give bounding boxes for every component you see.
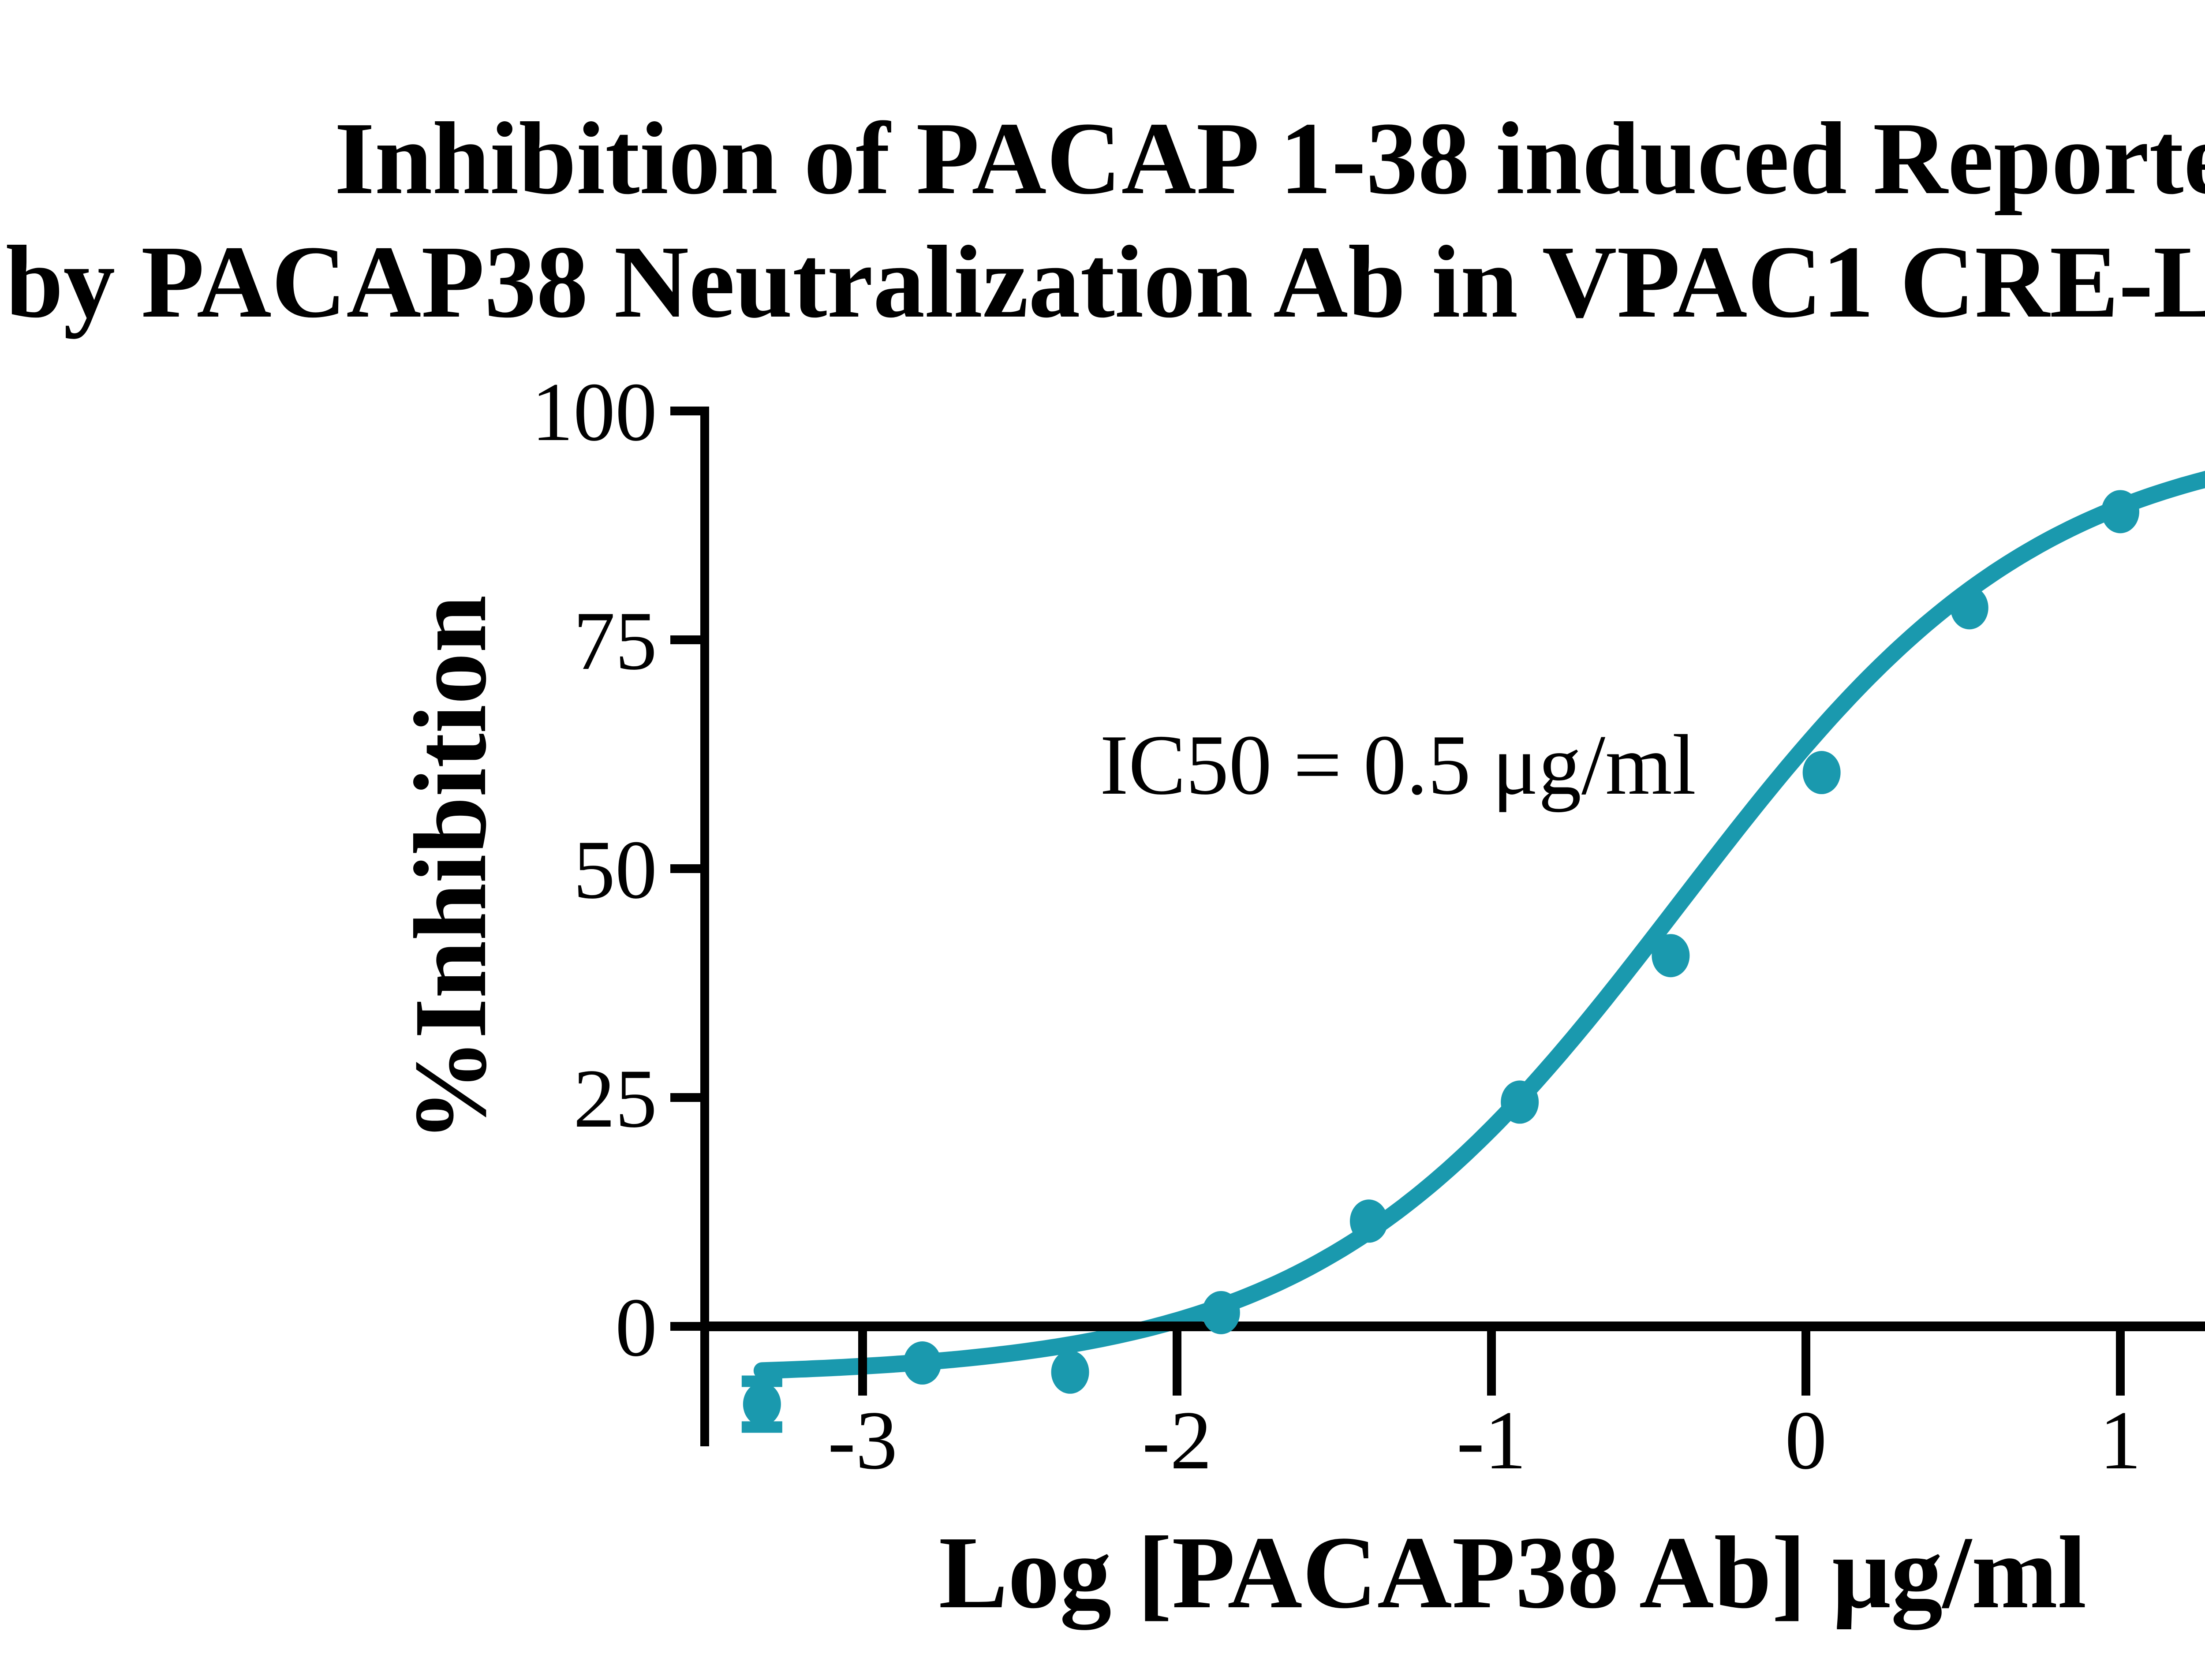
chart-title-line-1: Inhibition of PACAP 1-38 induced Reporte… (334, 101, 2205, 216)
x-tick-label: -2 (1142, 1394, 1212, 1487)
data-point-marker (1349, 1199, 1388, 1243)
y-tick-label: 25 (573, 1053, 657, 1145)
y-tick-label: 50 (573, 824, 657, 916)
ic50-annotation: IC50 = 0.5 μg/ml (1100, 717, 1696, 813)
axes-layer: 0 25 50 75 100 -3 -2 -1 0 1 (531, 366, 2205, 1487)
fit-curve (753, 470, 2205, 1379)
x-tick-label: -3 (828, 1394, 897, 1487)
x-axis-title: Log [PACAP38 Ab] μg/ml (939, 1515, 2087, 1630)
data-point-marker (1652, 934, 1690, 978)
y-tick-label: 75 (573, 595, 657, 687)
x-tick-label: 0 (1785, 1394, 1827, 1487)
x-tick-label: 1 (2100, 1394, 2141, 1487)
data-point-marker (2101, 490, 2139, 534)
data-point-layer (741, 490, 2139, 1433)
fit-curve-layer (753, 470, 2205, 1379)
data-point-marker (1051, 1350, 1089, 1394)
data-point-marker (1501, 1080, 1539, 1124)
data-point-marker (743, 1382, 781, 1426)
chart-title-line-2: by PACAP38 Neutralization Ab in VPAC1 CR… (6, 224, 2205, 339)
y-tick-label: 100 (531, 366, 657, 459)
data-point-marker (1802, 751, 1841, 795)
data-point-marker (1950, 586, 1988, 630)
data-point-marker (903, 1341, 942, 1385)
y-axis-title: %Inhibition (393, 595, 508, 1142)
x-tick-label: -1 (1457, 1394, 1526, 1487)
data-point-marker (1202, 1291, 1240, 1334)
y-tick-label: 0 (615, 1281, 657, 1374)
